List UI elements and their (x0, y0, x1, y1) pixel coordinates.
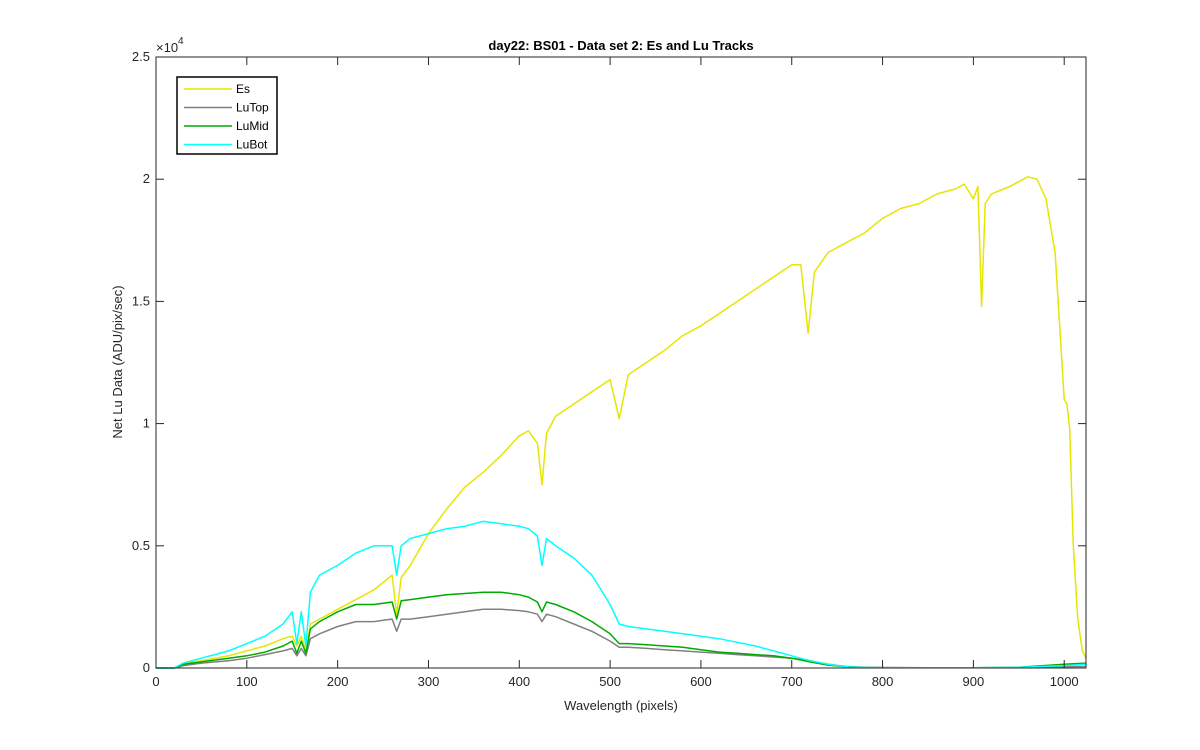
legend-items: Es LuTop LuMid LuBot (184, 82, 269, 152)
legend-label-lutop: LuTop (236, 101, 269, 115)
plot-frame (155, 56, 1087, 669)
legend-label-lumid: LuMid (236, 119, 269, 133)
y-tick-label: 1 (143, 416, 150, 431)
x-tick-label: 700 (781, 674, 803, 689)
y-exponent-base: ×10 (156, 40, 178, 55)
legend-label-es: Es (236, 82, 250, 96)
legend-box (176, 76, 278, 155)
series-line-lumid (156, 591, 1087, 669)
x-tick-label: 800 (872, 674, 894, 689)
x-tick-label: 100 (236, 674, 258, 689)
series-line-es (156, 176, 1087, 669)
plot-background (156, 57, 1086, 668)
x-tick-label: 300 (418, 674, 440, 689)
y-tick-label: 1.5 (132, 293, 150, 308)
y-tick-label: 2 (143, 171, 150, 186)
y-exponent: ×10 4 (156, 36, 184, 55)
legend: Es LuTop LuMid LuBot (176, 76, 278, 155)
x-tick-label: 900 (963, 674, 985, 689)
chart-title: day22: BS01 - Data set 2: Es and Lu Trac… (488, 38, 753, 53)
series-line-lubot (156, 520, 1087, 669)
y-tick-label: 0.5 (132, 538, 150, 553)
y-exponent-power: 4 (178, 36, 184, 47)
series-line-lutop (156, 608, 1087, 669)
y-tick-label: 0 (143, 660, 150, 675)
x-tick-label: 400 (508, 674, 530, 689)
series-layer (156, 176, 1087, 669)
y-axis-label: Net Lu Data (ADU/pix/sec) (110, 285, 125, 438)
legend-label-lubot: LuBot (236, 138, 268, 152)
x-tick-label: 1000 (1050, 674, 1079, 689)
y-tick-label: 2.5 (132, 49, 150, 64)
x-tick-label: 500 (599, 674, 621, 689)
x-axis: 0 100 200 300 400 500 600 700 800 900 1000 (152, 57, 1079, 689)
x-tick-label: 0 (152, 674, 159, 689)
x-tick-label: 600 (690, 674, 712, 689)
x-tick-label: 200 (327, 674, 349, 689)
y-axis: 0 0.5 1 1.5 2 2.5 (132, 49, 1086, 675)
x-axis-label: Wavelength (pixels) (564, 698, 678, 713)
